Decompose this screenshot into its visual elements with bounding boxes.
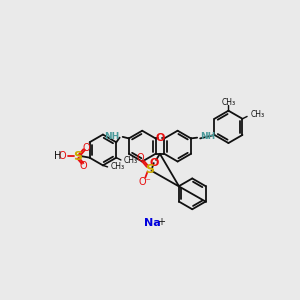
Text: O: O — [80, 161, 87, 171]
Text: O: O — [155, 134, 165, 143]
Text: NH: NH — [104, 132, 120, 141]
Text: S: S — [145, 163, 154, 176]
Text: O: O — [83, 143, 90, 153]
Text: +: + — [157, 217, 165, 226]
Text: O⁻: O⁻ — [139, 176, 152, 187]
Text: H: H — [54, 151, 61, 161]
Text: CH₃: CH₃ — [221, 98, 236, 107]
Text: NH: NH — [200, 132, 215, 141]
Text: O: O — [59, 151, 67, 161]
Text: CH₃: CH₃ — [124, 156, 138, 165]
Text: O: O — [149, 158, 158, 168]
Text: Na: Na — [144, 218, 160, 228]
Text: CH₃: CH₃ — [111, 162, 125, 171]
Text: O: O — [137, 153, 145, 164]
Text: S: S — [73, 150, 82, 163]
Text: CH₃: CH₃ — [250, 110, 264, 119]
